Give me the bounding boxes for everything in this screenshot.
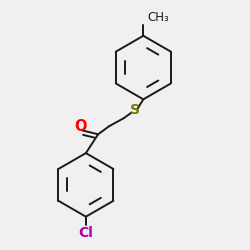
- Text: O: O: [74, 119, 86, 134]
- Text: S: S: [130, 103, 140, 117]
- Text: CH₃: CH₃: [147, 10, 169, 24]
- Text: Cl: Cl: [78, 226, 93, 240]
